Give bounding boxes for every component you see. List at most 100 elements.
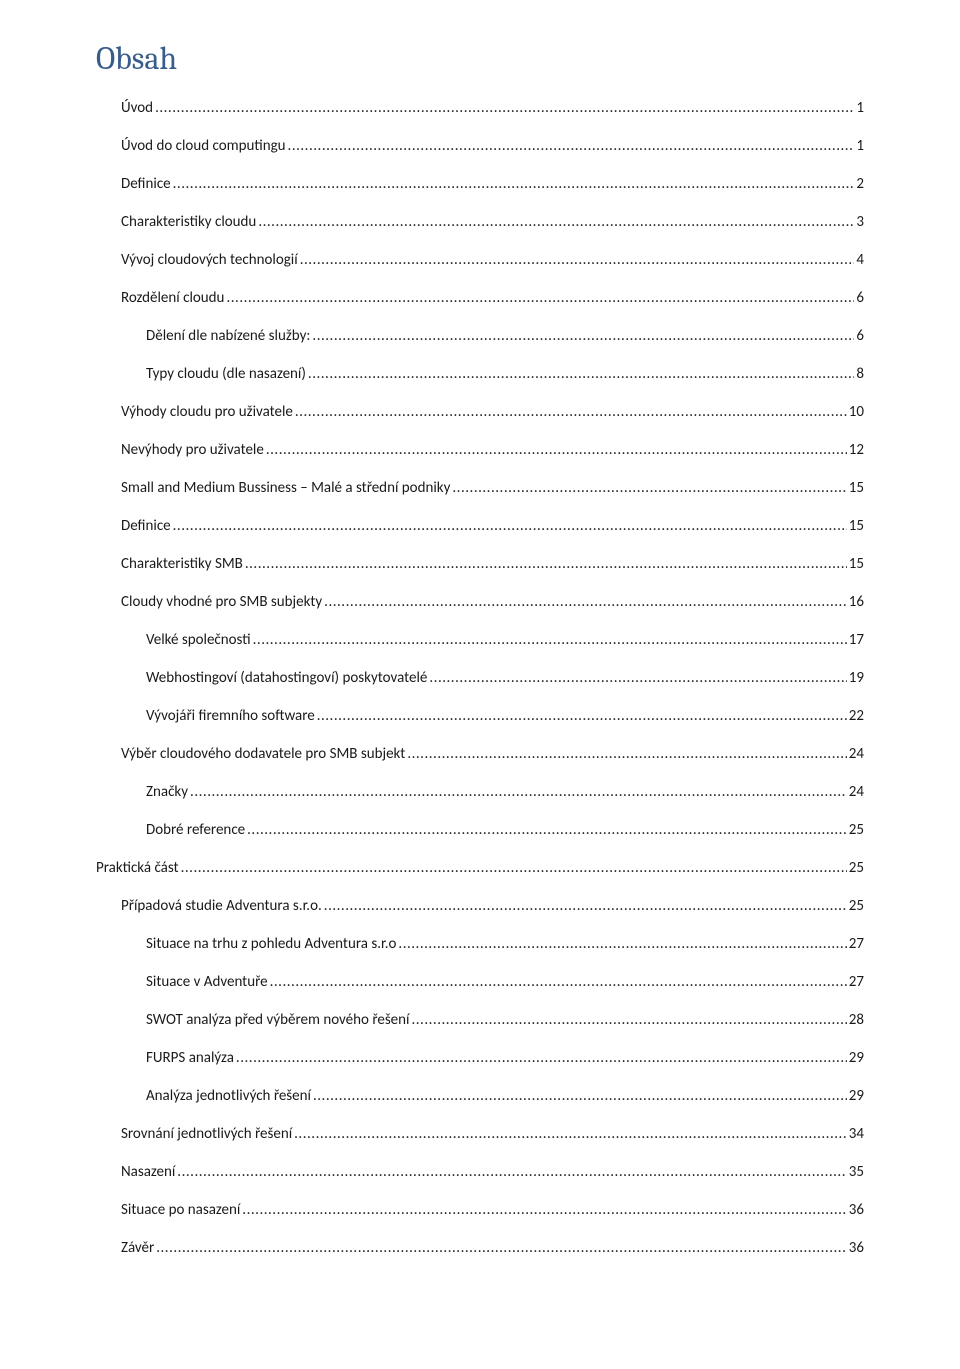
toc-entry-page: 1 [856,99,864,117]
toc-entry-page: 10 [849,403,864,421]
toc-leader-dots [313,1087,847,1105]
toc-entry[interactable]: Nasazení 35 [96,1163,864,1181]
toc-entry[interactable]: Vývoj cloudových technologií 4 [96,251,864,269]
toc-leader-dots [236,1049,847,1067]
toc-leader-dots [407,745,846,763]
toc-entry-label: Small and Medium Bussiness – Malé a stře… [121,479,450,497]
toc-entry-label: Definice [121,517,171,535]
toc-entry[interactable]: Cloudy vhodné pro SMB subjekty 16 [96,593,864,611]
toc-leader-dots [452,479,846,497]
toc-entry[interactable]: Dobré reference 25 [96,821,864,839]
toc-entry[interactable]: FURPS analýza 29 [96,1049,864,1067]
toc-entry-label: Závěr [121,1239,154,1257]
toc-entry-page: 4 [856,251,864,269]
toc-entry-page: 28 [849,1011,864,1029]
toc-leader-dots [288,137,855,155]
toc-entry[interactable]: Analýza jednotlivých řešení 29 [96,1087,864,1105]
toc-entry[interactable]: Situace v Adventuře 27 [96,973,864,991]
toc-entry[interactable]: Vývojáři firemního software 22 [96,707,864,725]
toc-entry-page: 27 [849,973,864,991]
toc-entry-label: Analýza jednotlivých řešení [146,1087,311,1105]
toc-entry[interactable]: Srovnání jednotlivých řešení 34 [96,1125,864,1143]
toc-entry-label: Nasazení [121,1163,175,1181]
toc-leader-dots [226,289,854,307]
toc-leader-dots [258,213,854,231]
toc-entry-label: Charakteristiky SMB [121,555,243,573]
toc-entry[interactable]: SWOT analýza před výběrem nového řešení … [96,1011,864,1029]
toc-entry-label: Případová studie Adventura s.r.o. [121,897,322,915]
toc-leader-dots [181,859,847,877]
toc-entry[interactable]: Situace na trhu z pohledu Adventura s.r.… [96,935,864,953]
toc-leader-dots [324,593,847,611]
toc-entry[interactable]: Charakteristiky cloudu 3 [96,213,864,231]
toc-entry-label: Srovnání jednotlivých řešení [121,1125,292,1143]
toc-entry[interactable]: Definice 2 [96,175,864,193]
toc-leader-dots [173,517,847,535]
toc-entry[interactable]: Webhostingoví (datahostingoví) poskytova… [96,669,864,687]
toc-entry[interactable]: Úvod 1 [96,99,864,117]
toc-entry[interactable]: Small and Medium Bussiness – Malé a stře… [96,479,864,497]
toc-entry-label: Charakteristiky cloudu [121,213,256,231]
toc-leader-dots [156,1239,847,1257]
toc-entry-label: Úvod [121,99,153,117]
toc-entry[interactable]: Velké společnosti 17 [96,631,864,649]
toc-entry-page: 6 [856,327,864,345]
toc-entry[interactable]: Rozdělení cloudu 6 [96,289,864,307]
toc-entry-label: Značky [146,783,188,801]
toc-entry[interactable]: Závěr 36 [96,1239,864,1257]
toc-entry[interactable]: Situace po nasazení 36 [96,1201,864,1219]
toc-entry[interactable]: Typy cloudu (dle nasazení) 8 [96,365,864,383]
toc-leader-dots [398,935,846,953]
toc-entry[interactable]: Definice 15 [96,517,864,535]
toc-entry[interactable]: Úvod do cloud computingu 1 [96,137,864,155]
toc-entry-page: 1 [856,137,864,155]
toc-entry-page: 3 [856,213,864,231]
toc-entry-page: 25 [849,821,864,839]
toc-entry[interactable]: Značky 24 [96,783,864,801]
toc-entry-page: 24 [849,745,864,763]
toc-entry-label: Úvod do cloud computingu [121,137,286,155]
toc-leader-dots [308,365,854,383]
toc-entry-page: 17 [849,631,864,649]
toc-entry-label: Výběr cloudového dodavatele pro SMB subj… [121,745,405,763]
toc-entry[interactable]: Dělení dle nabízené služby: 6 [96,327,864,345]
toc-entry[interactable]: Nevýhody pro uživatele 12 [96,441,864,459]
toc-entry[interactable]: Výběr cloudového dodavatele pro SMB subj… [96,745,864,763]
toc-entry-label: Situace v Adventuře [146,973,268,991]
toc-leader-dots [411,1011,846,1029]
toc-entry-label: Typy cloudu (dle nasazení) [146,365,306,383]
toc-entry-label: Situace po nasazení [121,1201,240,1219]
toc-entry-page: 29 [849,1049,864,1067]
toc-leader-dots [266,441,847,459]
toc-entry-page: 24 [849,783,864,801]
toc-entry-page: 36 [849,1201,864,1219]
toc-entry-label: Nevýhody pro uživatele [121,441,264,459]
toc-leader-dots [270,973,847,991]
toc-leader-dots [300,251,855,269]
toc-entry-page: 25 [849,897,864,915]
toc-entry[interactable]: Výhody cloudu pro uživatele 10 [96,403,864,421]
toc-entry-page: 29 [849,1087,864,1105]
toc-leader-dots [190,783,847,801]
toc-leader-dots [155,99,854,117]
toc-entry-label: Velké společnosti [146,631,251,649]
toc-entry[interactable]: Charakteristiky SMB 15 [96,555,864,573]
toc-entry-page: 19 [849,669,864,687]
toc-entry[interactable]: Praktická část 25 [96,859,864,877]
toc-entry-page: 27 [849,935,864,953]
toc-leader-dots [429,669,846,687]
toc-leader-dots [177,1163,846,1181]
toc-entry-page: 15 [849,517,864,535]
toc-leader-dots [253,631,847,649]
toc-entry-label: Dobré reference [146,821,245,839]
toc-leader-dots [242,1201,846,1219]
toc-entry-label: Rozdělení cloudu [121,289,224,307]
toc-entry-label: Praktická část [96,859,179,877]
toc-entry-page: 15 [849,479,864,497]
toc-leader-dots [324,897,847,915]
toc-entry[interactable]: Případová studie Adventura s.r.o. 25 [96,897,864,915]
toc-entry-label: Cloudy vhodné pro SMB subjekty [121,593,322,611]
toc-leader-dots [247,821,847,839]
toc-entry-page: 16 [849,593,864,611]
toc-entry-page: 25 [849,859,864,877]
